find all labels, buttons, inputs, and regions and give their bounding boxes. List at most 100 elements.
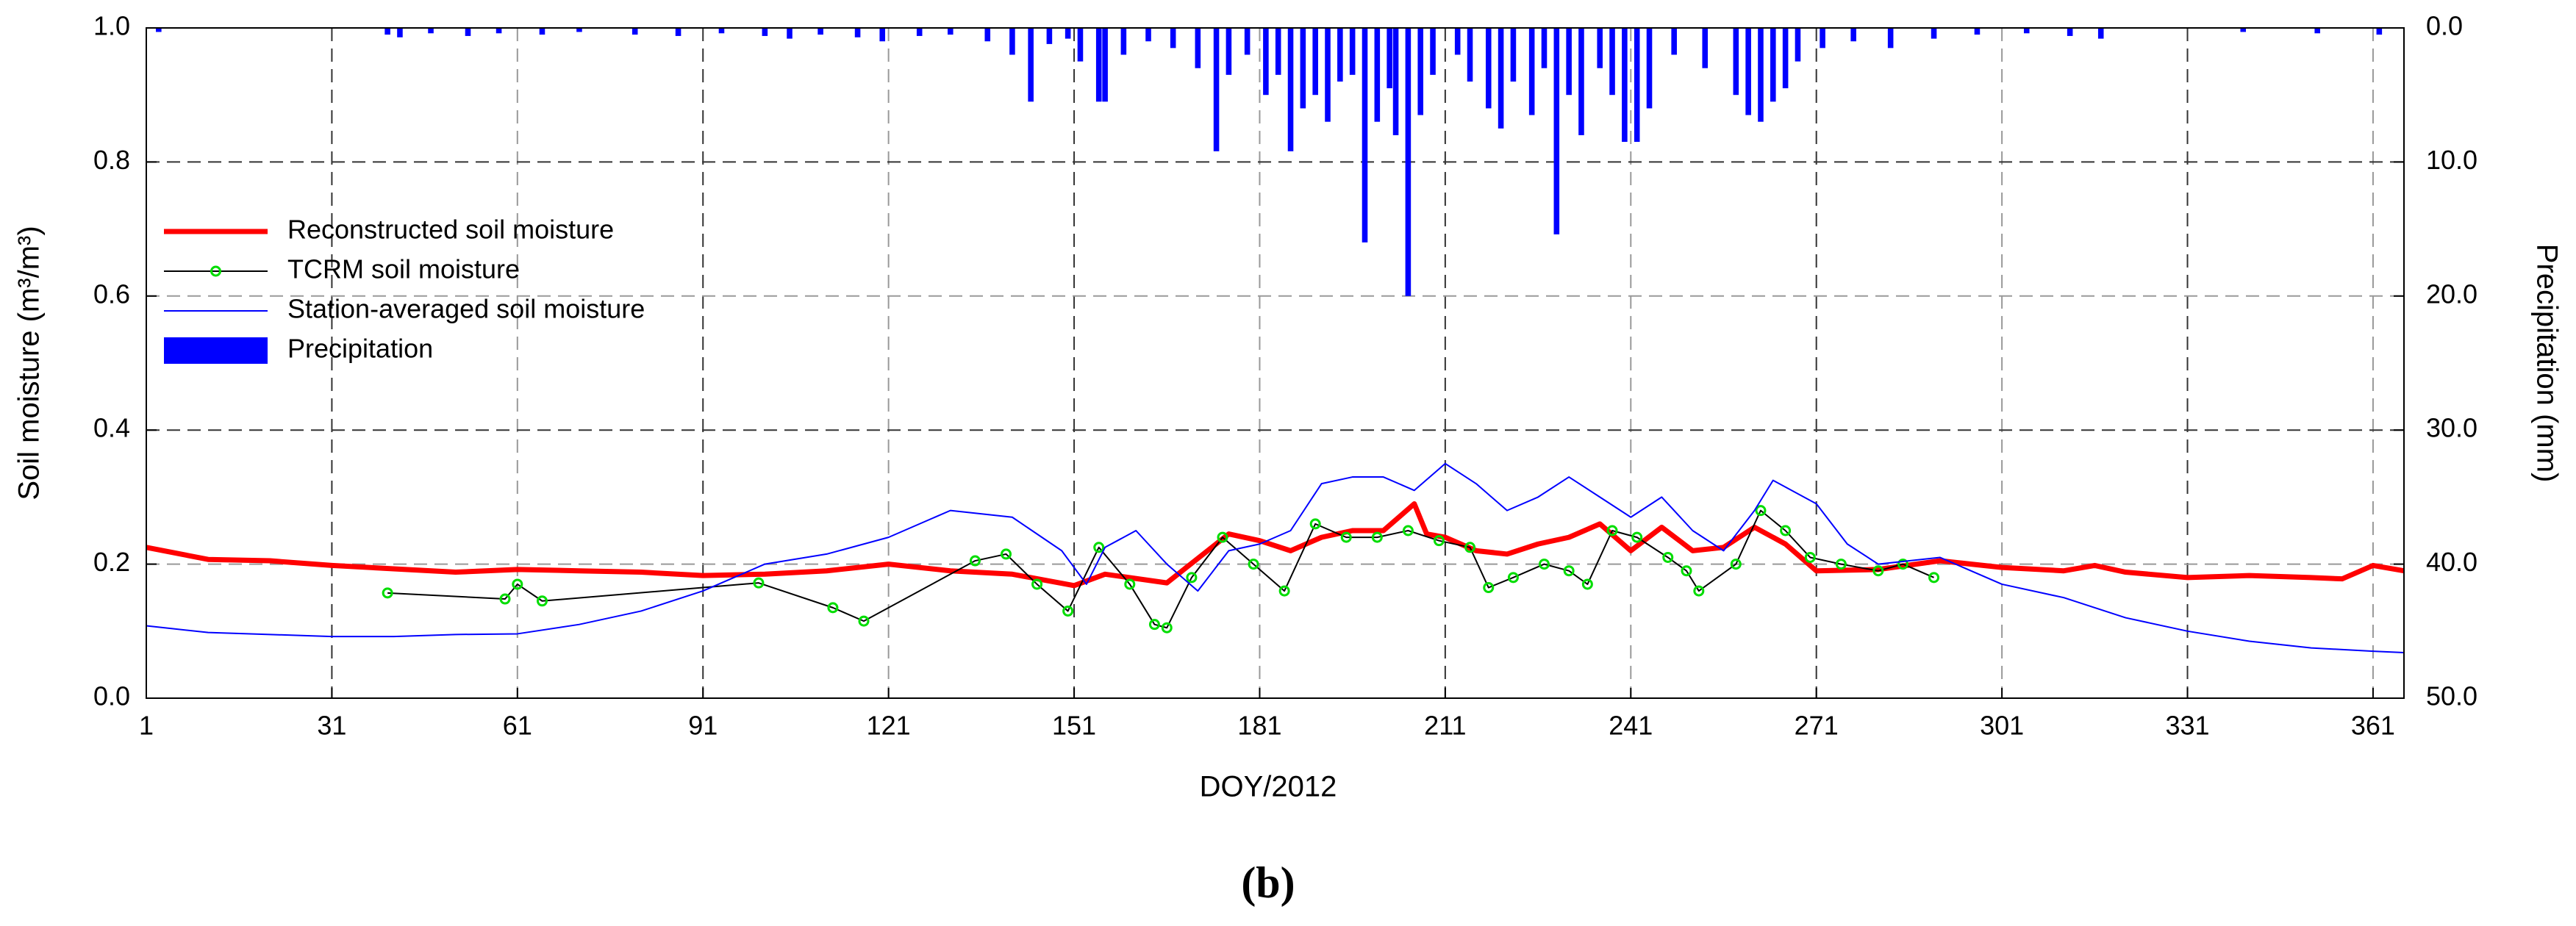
precipitation-bar <box>1733 28 1739 96</box>
precipitation-bar <box>1646 28 1653 109</box>
precipitation-bar <box>1510 28 1517 82</box>
precipitation-bar <box>1065 28 1071 39</box>
legend-label: TCRM soil moisture <box>287 254 520 284</box>
marker <box>1897 559 1908 570</box>
marker <box>827 602 839 614</box>
precipitation-bar <box>1745 28 1751 115</box>
marker <box>1483 582 1495 594</box>
y2-tick-label: 40.0 <box>2426 547 2477 577</box>
precipitation-bar <box>2314 28 2320 34</box>
precipitation-bar <box>1758 28 1764 122</box>
precipitation-bar <box>1226 28 1232 75</box>
marker <box>1693 585 1705 597</box>
precipitation-bar <box>1974 28 1981 35</box>
x-tick-label: 91 <box>688 711 718 741</box>
precipitation-bar <box>1362 28 1368 243</box>
precipitation-bar <box>1300 28 1306 109</box>
precipitation-bar <box>1485 28 1492 109</box>
marker <box>858 615 870 627</box>
y-tick-label: 0.6 <box>93 279 130 309</box>
marker <box>1780 525 1792 536</box>
precipitation-bar <box>1213 28 1220 151</box>
precipitation-bar <box>1349 28 1356 75</box>
y-tick-label: 1.0 <box>93 11 130 41</box>
marker <box>1662 551 1674 563</box>
marker <box>1148 619 1160 631</box>
precipitation-bar <box>1597 28 1603 68</box>
precipitation-bar <box>2376 28 2383 35</box>
x-tick-label: 1 <box>139 711 154 741</box>
legend-label: Station-averaged soil moisture <box>287 294 645 324</box>
marker <box>1433 535 1445 547</box>
line <box>146 501 2405 589</box>
precipitation-bar <box>1770 28 1776 102</box>
plot-frame <box>146 27 2405 699</box>
x-tick-label: 331 <box>2165 711 2209 741</box>
y2-tick-label: 50.0 <box>2426 681 2477 711</box>
x-tick-label: 301 <box>1980 711 2024 741</box>
y2-tick-label: 20.0 <box>2426 279 2477 309</box>
marker <box>1606 525 1618 536</box>
precipitation-bar <box>1120 28 1127 55</box>
marker <box>1340 531 1352 543</box>
precipitation-bar <box>718 28 725 34</box>
marker <box>1309 518 1321 530</box>
precipitation-bar <box>1312 28 1318 96</box>
legend-swatch <box>164 337 268 364</box>
x-tick-label: 241 <box>1609 711 1653 741</box>
x-tick-label: 121 <box>867 711 911 741</box>
precipitation-bar <box>1578 28 1584 135</box>
x-axis-label: DOY/2012 <box>1200 771 1337 803</box>
marker <box>753 577 765 589</box>
x-tick-label: 361 <box>2351 711 2395 741</box>
precipitation-bar <box>1009 28 1015 55</box>
marker <box>1928 572 1940 584</box>
precipitation-bar <box>1782 28 1789 89</box>
caption: (b) <box>1241 858 1295 907</box>
precipitation-bar <box>854 28 861 37</box>
precipitation-bar <box>1671 28 1677 55</box>
marker <box>1371 531 1383 543</box>
precipitation-bar <box>1430 28 1436 75</box>
legend-label: Precipitation <box>287 334 433 364</box>
precipitation-bar <box>2097 28 2104 39</box>
precipitation-bar <box>397 28 403 37</box>
legend-label: Reconstructed soil moisture <box>287 215 614 245</box>
x-tick-label: 61 <box>503 711 532 741</box>
y-tick-label: 0.2 <box>93 547 130 577</box>
precipitation-bar <box>1195 28 1201 68</box>
precipitation-bar <box>1145 28 1151 42</box>
y2-axis-label: Precipitation (mm) <box>2530 244 2563 483</box>
x-tick-label: 31 <box>317 711 346 741</box>
marker <box>1631 531 1643 543</box>
precipitation-bar <box>1028 28 1034 102</box>
marker <box>1124 578 1136 590</box>
marker <box>1186 572 1198 584</box>
precipitation-bar <box>1454 28 1461 55</box>
x-tick-label: 271 <box>1795 711 1839 741</box>
marker <box>1755 505 1767 517</box>
precipitation-bar <box>428 28 434 34</box>
marker <box>1217 531 1228 543</box>
marker <box>1681 565 1692 577</box>
precipitation-bar <box>1046 28 1053 44</box>
precipitation-bar <box>495 28 502 34</box>
precipitation-bar <box>1850 28 1856 42</box>
precipitation-bar <box>1528 28 1535 115</box>
precipitation-bar <box>1275 28 1281 75</box>
precipitation-bar <box>539 28 545 35</box>
precipitation-bar <box>1244 28 1251 55</box>
precipitation-bar <box>1498 28 1504 129</box>
precipitation-bar <box>1609 28 1615 96</box>
precipitation-bar <box>1337 28 1343 82</box>
marker <box>1835 559 1847 570</box>
marker <box>1402 525 1414 536</box>
y-tick-label: 0.4 <box>93 413 130 443</box>
marker <box>1062 605 1074 617</box>
precipitation-bar <box>1077 28 1084 62</box>
marker <box>1464 542 1476 553</box>
precipitation-bar <box>1405 28 1412 296</box>
precipitation-bar <box>1887 28 1894 49</box>
precipitation-bar <box>1622 28 1628 143</box>
